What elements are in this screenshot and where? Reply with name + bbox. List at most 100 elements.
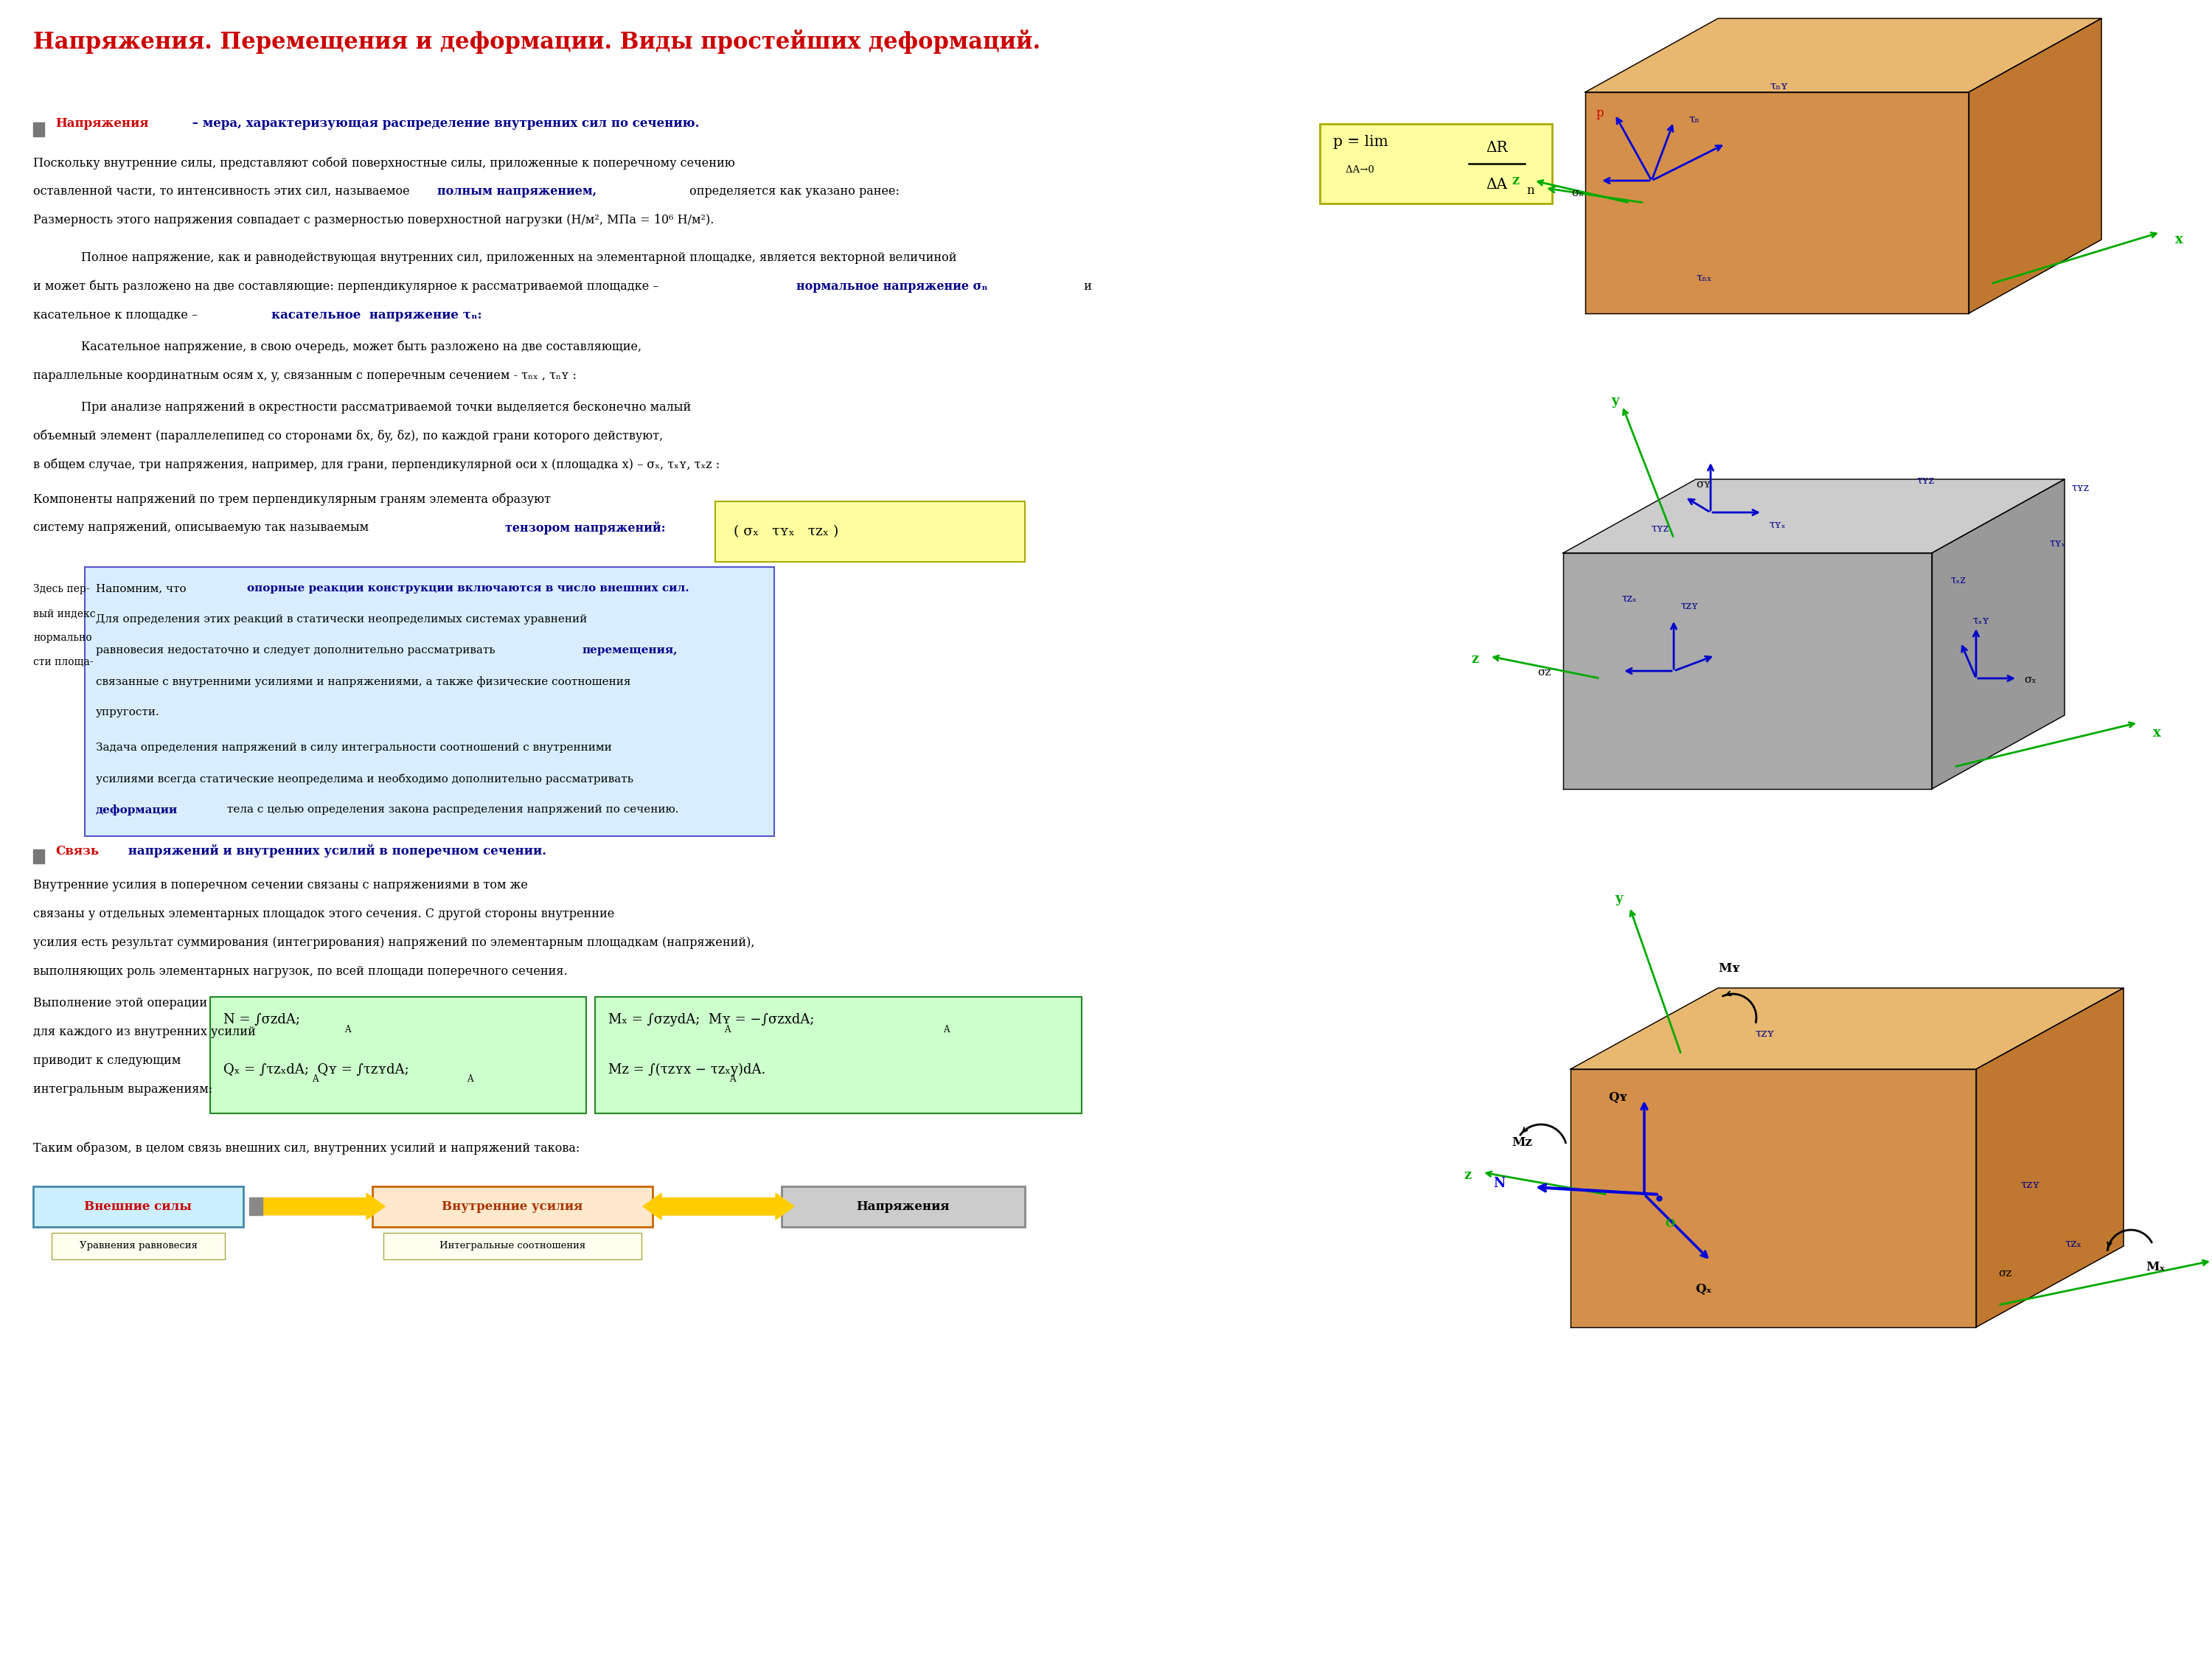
FancyArrow shape	[252, 1193, 385, 1219]
Text: – мера, характеризующая распределение внутренних сил по сечению.: – мера, характеризующая распределение вн…	[188, 118, 699, 129]
Text: Mʏ: Mʏ	[1719, 962, 1741, 975]
Bar	[595, 997, 1082, 1113]
Text: τʏₓ: τʏₓ	[1770, 519, 1787, 531]
Bar	[781, 1186, 1024, 1226]
Polygon shape	[1564, 479, 2064, 552]
Text: и может быть разложено на две составляющие: перпендикулярное к рассматриваемой п: и может быть разложено на две составляющ…	[33, 280, 664, 294]
Bar	[33, 1186, 243, 1226]
Text: Mₓ: Mₓ	[2146, 1261, 2166, 1274]
Bar	[33, 849, 44, 864]
Text: τₓᴢ: τₓᴢ	[1951, 576, 1966, 586]
Text: Таким образом, в целом связь внешних сил, внутренних усилий и напряжений такова:: Таким образом, в целом связь внешних сил…	[33, 1141, 580, 1155]
Text: y: y	[1615, 893, 1621, 906]
Polygon shape	[1969, 18, 2101, 314]
Text: ( σₓ   τʏₓ   τᴢₓ ): ( σₓ τʏₓ τᴢₓ )	[734, 526, 838, 539]
Text: σʏ: σʏ	[1697, 479, 1710, 489]
Text: A: A	[467, 1075, 473, 1083]
Text: Mₓ = ∫σᴢydA;  Mʏ = −∫σᴢxdA;: Mₓ = ∫σᴢydA; Mʏ = −∫σᴢxdA;	[608, 1014, 814, 1027]
Text: Mᴢ: Mᴢ	[1511, 1136, 1533, 1150]
Text: τᴢʏ: τᴢʏ	[1754, 1029, 1774, 1039]
Text: σᴢ: σᴢ	[1537, 667, 1551, 677]
Bar	[250, 1198, 263, 1216]
Text: оставленной части, то интенсивность этих сил, называемое: оставленной части, то интенсивность этих…	[33, 186, 414, 197]
Text: τₙ: τₙ	[1688, 114, 1699, 124]
Text: связаны у отдельных элементарных площадок этого сечения. С другой стороны внутре: связаны у отдельных элементарных площадо…	[33, 907, 615, 921]
Text: деформации: деформации	[95, 805, 177, 816]
Text: вый индекс: вый индекс	[33, 609, 95, 619]
Text: O: O	[1666, 1219, 1674, 1229]
Text: Внутренние усилия: Внутренние усилия	[442, 1199, 584, 1213]
Text: Поскольку внутренние силы, представляют собой поверхностные силы, приложенные к : Поскольку внутренние силы, представляют …	[33, 156, 734, 169]
Polygon shape	[1564, 552, 1931, 790]
Text: p: p	[1597, 106, 1604, 119]
Text: полным напряжением,: полным напряжением,	[438, 186, 597, 197]
Text: n: n	[1526, 184, 1535, 197]
Text: ΔA→0: ΔA→0	[1334, 164, 1374, 174]
Text: ΔR: ΔR	[1486, 141, 1509, 154]
Text: τₙₓ: τₙₓ	[1697, 272, 1712, 284]
Bar	[33, 123, 44, 136]
Text: z: z	[1471, 652, 1478, 665]
Text: Напряжения: Напряжения	[856, 1199, 949, 1213]
Bar	[1321, 124, 1553, 204]
Text: N: N	[1493, 1176, 1504, 1190]
Text: усилиями всегда статические неопределима и необходимо дополнительно рассматриват: усилиями всегда статические неопределима…	[95, 773, 633, 785]
Text: τᴢₓ: τᴢₓ	[1621, 594, 1637, 604]
Text: Задача определения напряжений в силу интегральности соотношений с внутренними: Задача определения напряжений в силу инт…	[95, 743, 613, 753]
Text: равновесия недостаточно и следует дополнительно рассматривать: равновесия недостаточно и следует дополн…	[95, 645, 500, 655]
Text: z: z	[1464, 1168, 1471, 1181]
Bar	[84, 567, 774, 836]
Text: N = ∫σᴢdA;: N = ∫σᴢdA;	[223, 1014, 301, 1027]
Text: Уравнения равновесия: Уравнения равновесия	[80, 1241, 197, 1251]
Text: в общем случае, три напряжения, например, для грани, перпендикулярной оси x (пло: в общем случае, три напряжения, например…	[33, 458, 719, 471]
Bar	[714, 501, 1024, 562]
Text: Размерность этого напряжения совпадает с размерностью поверхностной нагрузки (Н/: Размерность этого напряжения совпадает с…	[33, 214, 714, 226]
Text: нормально: нормально	[33, 632, 93, 644]
Polygon shape	[1571, 989, 2124, 1068]
Text: x: x	[2174, 232, 2183, 246]
Polygon shape	[1586, 18, 2101, 93]
Bar	[372, 1186, 653, 1226]
Text: Внешние силы: Внешние силы	[84, 1199, 192, 1213]
Text: тензором напряжений:: тензором напряжений:	[504, 521, 666, 534]
Text: систему напряжений, описываемую так называемым: систему напряжений, описываемую так назы…	[33, 521, 372, 534]
Text: связанные с внутренними усилиями и напряжениями, а также физические соотношения: связанные с внутренними усилиями и напря…	[95, 677, 630, 687]
FancyArrow shape	[644, 1193, 776, 1219]
Text: нормальное напряжение σₙ: нормальное напряжение σₙ	[796, 280, 989, 292]
Text: Mᴢ = ∫(τᴢʏx − τᴢₓy)dA.: Mᴢ = ∫(τᴢʏx − τᴢₓy)dA.	[608, 1063, 765, 1077]
Text: параллельные координатным осям x, y, связанным с поперечным сечением - τₙₓ , τₙʏ: параллельные координатным осям x, y, свя…	[33, 368, 577, 382]
Text: τₙʏ: τₙʏ	[1770, 81, 1787, 91]
Text: Напомним, что: Напомним, что	[95, 584, 190, 594]
Text: для каждого из внутренних усилий: для каждого из внутренних усилий	[33, 1025, 257, 1039]
Text: Qₓ: Qₓ	[1694, 1282, 1712, 1296]
Text: y: y	[1610, 395, 1619, 408]
Text: напряжений и внутренних усилий в поперечном сечении.: напряжений и внутренних усилий в попереч…	[124, 844, 546, 858]
Text: τʏₓ: τʏₓ	[2051, 538, 2066, 549]
Text: Напряжения: Напряжения	[55, 118, 148, 129]
Text: При анализе напряжений в окрестности рассматриваемой точки выделяется бесконечно: При анализе напряжений в окрестности рас…	[82, 401, 690, 413]
Text: упругости.: упругости.	[95, 707, 159, 718]
Text: τʏᴢ: τʏᴢ	[1918, 476, 1935, 486]
Text: ΔA: ΔA	[1486, 178, 1509, 191]
Text: и: и	[1079, 280, 1093, 292]
Text: A: A	[723, 1025, 730, 1035]
Text: интегральным выражениям:: интегральным выражениям:	[33, 1083, 212, 1097]
Text: касательное к площадке –: касательное к площадке –	[33, 309, 201, 322]
Text: Для определения этих реакций в статически неопределимых системах уравнений: Для определения этих реакций в статическ…	[95, 614, 586, 625]
Bar	[383, 1233, 641, 1259]
Text: A: A	[345, 1025, 349, 1035]
Text: Qʏ: Qʏ	[1608, 1092, 1628, 1103]
Text: Qₓ = ∫τᴢₓdA;  Qʏ = ∫τᴢʏdA;: Qₓ = ∫τᴢₓdA; Qʏ = ∫τᴢʏdA;	[223, 1063, 409, 1077]
Text: Связь: Связь	[55, 844, 100, 858]
Text: p = lim: p = lim	[1334, 136, 1389, 149]
Polygon shape	[1931, 479, 2064, 790]
Text: σₙ: σₙ	[1573, 187, 1584, 199]
Text: Интегральные соотношения: Интегральные соотношения	[440, 1241, 586, 1251]
Text: перемещения,: перемещения,	[582, 645, 677, 655]
Text: A: A	[312, 1075, 319, 1083]
Text: усилия есть результат суммирования (интегрирования) напряжений по элементарным п: усилия есть результат суммирования (инте…	[33, 937, 754, 949]
Polygon shape	[1975, 989, 2124, 1327]
Polygon shape	[1571, 1068, 1975, 1327]
Bar	[210, 997, 586, 1113]
Text: τᴢʏ: τᴢʏ	[1681, 601, 1699, 611]
